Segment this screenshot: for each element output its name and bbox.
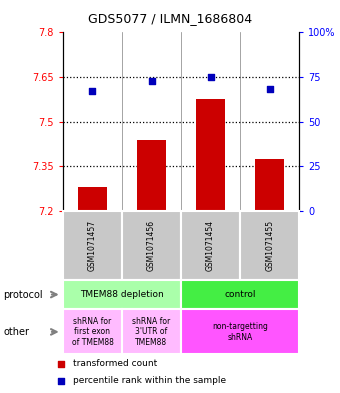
Bar	[63, 280, 181, 309]
Text: GSM1071456: GSM1071456	[147, 220, 156, 271]
Text: shRNA for
first exon
of TMEM88: shRNA for first exon of TMEM88	[71, 317, 113, 347]
Point	[58, 361, 64, 367]
Point	[90, 88, 95, 94]
Bar	[63, 211, 122, 280]
Text: GSM1071455: GSM1071455	[265, 220, 274, 271]
Text: protocol: protocol	[3, 290, 43, 299]
Bar	[78, 187, 107, 211]
Bar	[181, 211, 240, 280]
Text: GSM1071457: GSM1071457	[88, 220, 97, 271]
Point	[267, 86, 272, 93]
Text: transformed count: transformed count	[73, 359, 157, 368]
Text: non-targetting
shRNA: non-targetting shRNA	[212, 322, 268, 342]
Bar	[63, 309, 122, 354]
Bar	[122, 211, 181, 280]
Bar	[181, 280, 299, 309]
Text: other: other	[3, 327, 29, 337]
Text: control: control	[224, 290, 256, 299]
Text: GSM1071454: GSM1071454	[206, 220, 215, 271]
Text: shRNA for
3'UTR of
TMEM88: shRNA for 3'UTR of TMEM88	[132, 317, 171, 347]
Point	[149, 77, 154, 84]
Bar	[181, 309, 299, 354]
Bar	[240, 211, 299, 280]
Text: TMEM88 depletion: TMEM88 depletion	[80, 290, 164, 299]
Bar	[137, 140, 166, 211]
Point	[58, 377, 64, 384]
Text: GDS5077 / ILMN_1686804: GDS5077 / ILMN_1686804	[88, 12, 252, 25]
Bar	[196, 99, 225, 211]
Point	[208, 74, 213, 80]
Bar	[122, 309, 181, 354]
Text: percentile rank within the sample: percentile rank within the sample	[73, 376, 226, 385]
Bar	[255, 159, 285, 211]
